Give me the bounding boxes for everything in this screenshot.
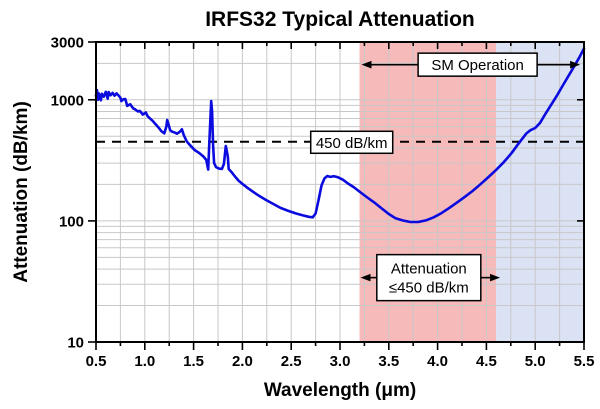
attenuation-curve-group [94, 47, 586, 224]
x-tick-label: 4.0 [427, 353, 448, 370]
x-tick-label: 4.5 [476, 353, 497, 370]
x-tick-label: 0.5 [86, 353, 107, 370]
refline-label-text: 450 dB/km [316, 135, 388, 152]
x-tick-label: 3.5 [378, 353, 399, 370]
x-axis-label: Wavelength (μm) [264, 380, 416, 401]
x-tick-label: 5.5 [574, 353, 595, 370]
annotation-arrowhead [570, 60, 581, 69]
x-tick-label: 2.5 [281, 353, 302, 370]
chart-title: IRFS32 Typical Attenuation [205, 8, 475, 31]
annotation-arrowhead [361, 60, 372, 69]
attenuation-curve [94, 47, 586, 224]
refline-label-box [309, 130, 394, 155]
x-tick-label: 5.0 [525, 353, 546, 370]
annotation-arrowhead [360, 273, 371, 282]
spec-range-text: ≤450 dB/km [389, 280, 469, 297]
annotation-arrowhead [490, 273, 501, 282]
sm-operation-text: SM Operation [431, 57, 524, 74]
y-tick-label: 10 [67, 335, 84, 352]
sm-operation-band [496, 42, 584, 342]
x-tick-label: 1.0 [134, 353, 155, 370]
annotations-group: 450 dB/km SM Operation Attenuation ≤450 dB/… [309, 52, 581, 302]
y-tick-label: 3000 [51, 35, 84, 52]
y-tick-label: 100 [59, 213, 84, 230]
sm-operation-box [417, 52, 538, 77]
plot-gridlines [96, 42, 584, 342]
y-tick-label: 1000 [51, 92, 84, 109]
axes-group [88, 41, 585, 350]
x-tick-label: 2.0 [232, 353, 253, 370]
spec-range-text: Attenuation [391, 261, 467, 278]
y-axis-label: Attenuation (dB/km) [11, 101, 32, 283]
x-tick-label: 3.0 [330, 353, 351, 370]
spec-range-box [376, 253, 482, 302]
tick-labels-group: 0.5 1.0 1.5 2.0 2.5 3.0 3.5 4.0 4.5 5.0 5.5 10 100 10… [51, 35, 595, 371]
x-tick-label: 1.5 [183, 353, 204, 370]
